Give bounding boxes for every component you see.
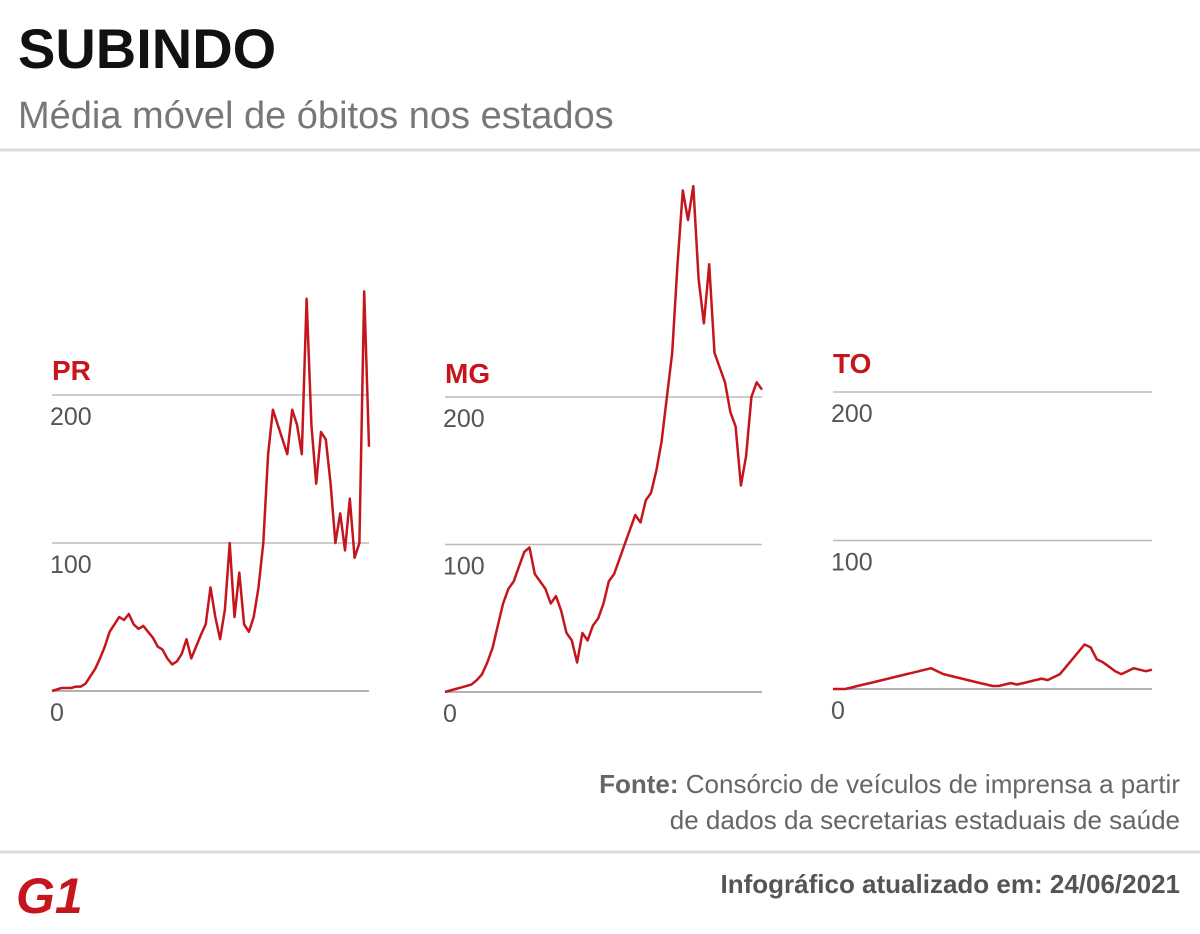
source-text: de dados da secretarias estaduais de saú… (670, 805, 1180, 835)
y-tick-label: 100 (50, 551, 92, 579)
source-line: Fonte: Consórcio de veículos de imprensa… (599, 769, 1180, 799)
y-tick-label: 200 (443, 405, 485, 433)
source-text: Consórcio de veículos de imprensa a part… (686, 769, 1181, 799)
y-tick-label: 0 (443, 700, 457, 728)
subtitle: Média móvel de óbitos nos estados (18, 95, 614, 137)
y-tick-label: 100 (443, 553, 485, 581)
panel-title: PR (52, 355, 91, 386)
logo: G1 (16, 868, 83, 924)
y-tick-label: 0 (831, 697, 845, 725)
source-label: Fonte: (599, 769, 678, 799)
y-tick-label: 0 (50, 699, 64, 727)
title: SUBINDO (18, 17, 276, 80)
panel-title: TO (833, 348, 871, 379)
updated: Infográfico atualizado em: 24/06/2021 (721, 869, 1181, 899)
y-tick-label: 200 (50, 403, 92, 431)
line (444, 184, 764, 694)
y-tick-label: 200 (831, 400, 873, 428)
panel-title: MG (445, 358, 490, 389)
y-tick-label: 100 (831, 549, 873, 577)
line (51, 290, 371, 693)
line (833, 643, 1153, 691)
